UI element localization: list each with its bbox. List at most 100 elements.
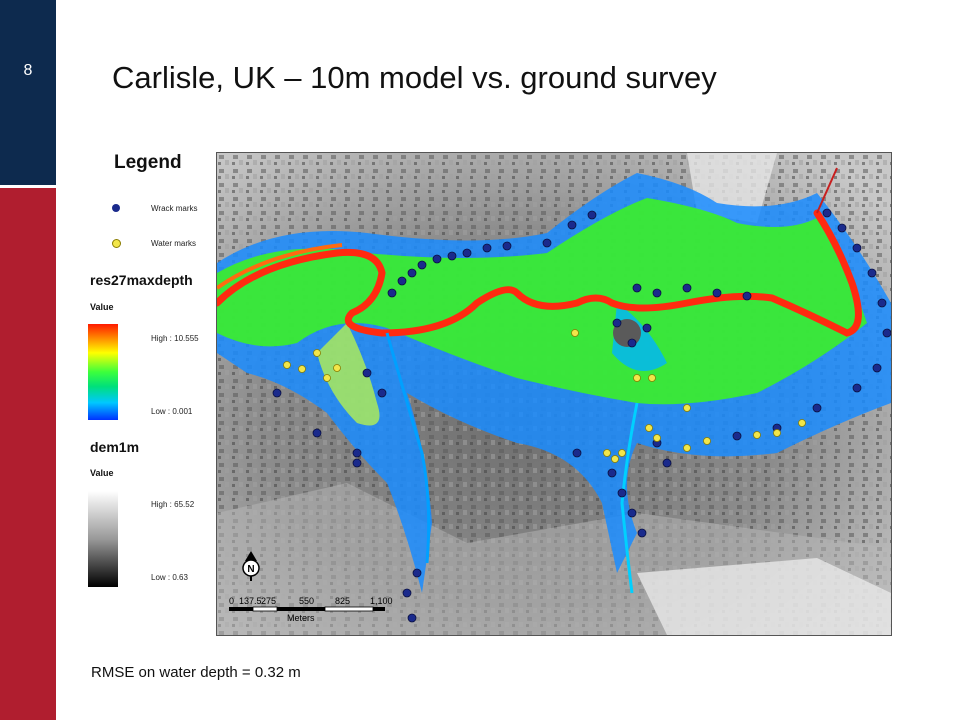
wrack-mark <box>587 210 597 220</box>
wrack-mark <box>617 488 627 498</box>
wrack-mark <box>852 243 862 253</box>
tributary-petteril <box>620 402 639 594</box>
wrack-mark <box>407 268 417 278</box>
sidebar-top-band <box>0 0 56 185</box>
water-mark <box>298 365 306 373</box>
dem-layer-name: dem1m <box>90 439 140 455</box>
wrack-mark <box>432 254 442 264</box>
wrack-mark <box>412 568 422 578</box>
river-channel-north <box>816 167 838 214</box>
legend-wrack-label: Wrack marks <box>151 204 198 213</box>
wrack-mark <box>627 508 637 518</box>
scale-tick: 550 <box>299 596 314 606</box>
scale-bar <box>229 606 385 612</box>
wrack-marks <box>272 208 891 623</box>
tributary-caldew <box>385 332 431 564</box>
wrack-mark <box>397 276 407 286</box>
wrack-mark <box>362 368 372 378</box>
rmse-caption: RMSE on water depth = 0.32 m <box>91 664 301 681</box>
water-mark <box>683 444 691 452</box>
wrack-mark <box>652 288 662 298</box>
wrack-mark <box>612 318 622 328</box>
slide-number: 8 <box>23 62 33 79</box>
water-mark <box>645 424 653 432</box>
water-mark <box>683 404 691 412</box>
flood-patch <box>317 323 380 426</box>
water-mark <box>603 449 611 457</box>
wrack-mark <box>637 528 647 538</box>
wrack-mark <box>852 383 862 393</box>
wrack-mark <box>812 403 822 413</box>
flood-map-svg: N 0 137.5 275 550 825 1,100 Meters <box>217 153 891 635</box>
flood-map: N 0 137.5 275 550 825 1,100 Meters <box>216 152 892 636</box>
water-mark <box>653 434 661 442</box>
scale-tick: 0 <box>229 596 234 606</box>
water-marks <box>283 329 806 463</box>
map-legend: Legend Wrack marks Water marks res27maxd… <box>88 150 218 600</box>
sidebar-bottom-band <box>0 188 56 720</box>
wrack-mark <box>632 283 642 293</box>
depth-layer-name: res27maxdepth <box>90 272 193 288</box>
wrack-mark <box>822 208 832 218</box>
dem-gray-ramp <box>88 491 118 587</box>
wrack-mark-icon <box>112 204 120 212</box>
wrack-mark <box>482 243 492 253</box>
depth-color-ramp <box>88 324 118 420</box>
water-mark <box>648 374 656 382</box>
legend-title: Legend <box>114 152 182 173</box>
dem-high-area-south <box>637 558 891 635</box>
wrack-mark <box>882 328 891 338</box>
wrack-mark <box>407 613 417 623</box>
wrack-mark <box>312 428 322 438</box>
wrack-mark <box>447 251 457 261</box>
wrack-mark <box>542 238 552 248</box>
water-mark <box>571 329 579 337</box>
dem-high-label: High : 65.52 <box>151 500 195 509</box>
wrack-mark <box>377 388 387 398</box>
wrack-mark <box>742 291 752 301</box>
river-eden <box>217 209 862 337</box>
scale-tick: 1,100 <box>370 596 393 606</box>
water-mark <box>323 374 331 382</box>
wrack-mark <box>607 468 617 478</box>
wrack-mark <box>877 298 887 308</box>
wrack-mark <box>462 248 472 258</box>
wrack-mark <box>872 363 882 373</box>
wrack-mark <box>682 283 692 293</box>
wrack-mark <box>352 448 362 458</box>
depth-low-label: Low : 0.001 <box>151 407 193 416</box>
wrack-mark <box>417 260 427 270</box>
water-mark-icon <box>112 239 121 248</box>
wrack-mark <box>567 220 577 230</box>
depth-high-label: High : 10.555 <box>151 334 199 343</box>
water-mark <box>633 374 641 382</box>
wrack-mark <box>712 288 722 298</box>
water-mark <box>753 431 761 439</box>
scale-unit-label: Meters <box>287 613 315 623</box>
wrack-mark <box>572 448 582 458</box>
wrack-mark <box>732 431 742 441</box>
wrack-mark <box>402 588 412 598</box>
dem-value-label: Value <box>90 468 114 478</box>
dem-low-label: Low : 0.63 <box>151 573 188 582</box>
deep-flood-area <box>217 198 867 405</box>
water-mark <box>618 449 626 457</box>
north-label: N <box>247 564 254 575</box>
water-mark <box>798 419 806 427</box>
wrack-mark <box>867 268 877 278</box>
water-mark <box>773 429 781 437</box>
river-eden-upstream <box>217 243 343 290</box>
legend-water-label: Water marks <box>151 239 197 248</box>
wrack-mark <box>352 458 362 468</box>
wrack-mark <box>642 323 652 333</box>
wrack-mark <box>662 458 672 468</box>
scale-tick: 275 <box>261 596 276 606</box>
wrack-mark <box>627 338 637 348</box>
scale-tick: 137.5 <box>239 596 262 606</box>
sidebar-divider <box>0 185 56 188</box>
scale-tick: 825 <box>335 596 350 606</box>
wrack-mark <box>837 223 847 233</box>
water-mark <box>703 437 711 445</box>
slide-title: Carlisle, UK – 10m model vs. ground surv… <box>112 60 717 95</box>
water-mark <box>611 455 619 463</box>
